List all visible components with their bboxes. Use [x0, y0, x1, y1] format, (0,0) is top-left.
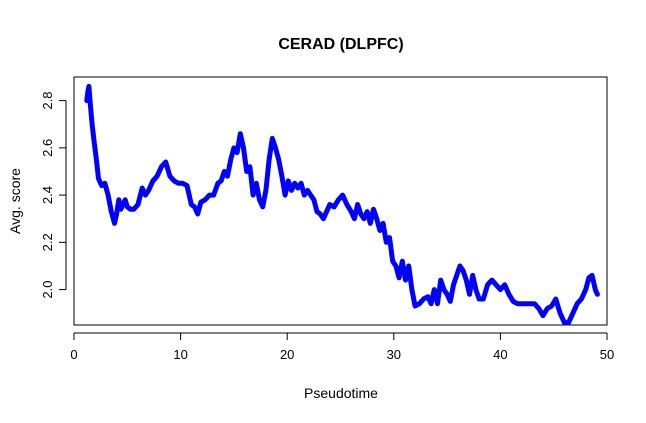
series-layer: [84, 83, 600, 326]
series-line-0: [84, 83, 600, 326]
x-tick-label: 10: [173, 347, 187, 362]
axes: 0 10 20 30 40 50 2.0 2.2 2.4 2.6 2.8: [40, 92, 614, 362]
y-tick-label: 2.6: [40, 139, 55, 157]
y-tick-label: 2.4: [40, 186, 55, 204]
x-tick-label: 30: [387, 347, 401, 362]
plot-area-box: [73, 76, 608, 326]
y-axis-label: Avg. score: [7, 168, 23, 234]
y-tick-label: 2.8: [40, 92, 55, 110]
x-axis-label: Pseudotime: [304, 385, 378, 401]
y-tick-label: 2.2: [40, 233, 55, 251]
x-tick-label: 0: [70, 347, 77, 362]
x-tick-label: 20: [280, 347, 294, 362]
x-tick-label: 40: [493, 347, 507, 362]
x-tick-label: 50: [600, 347, 614, 362]
chart-title: CERAD (DLPFC): [278, 36, 403, 53]
y-tick-label: 2.0: [40, 281, 55, 299]
